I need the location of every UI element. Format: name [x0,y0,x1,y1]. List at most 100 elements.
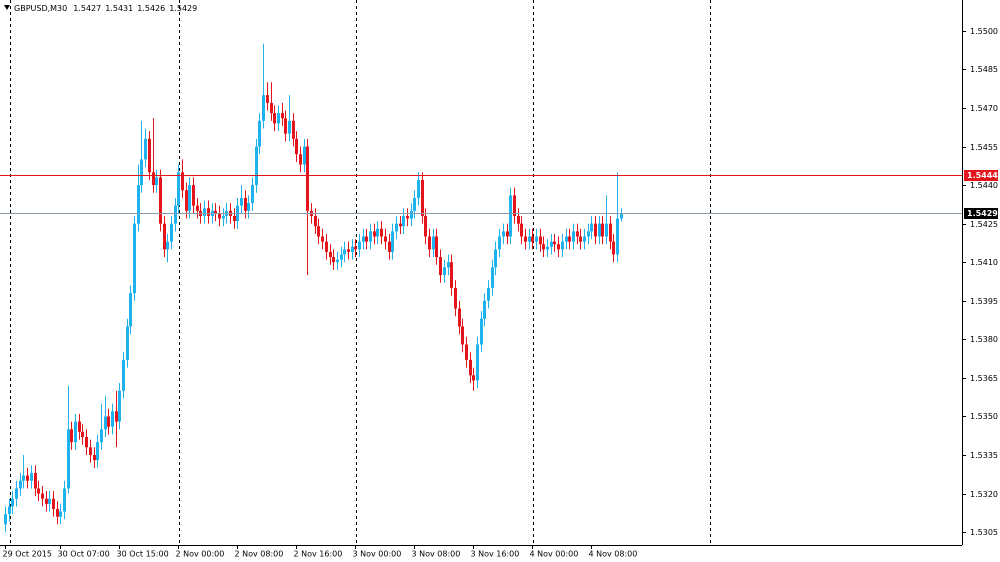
candle-body [306,146,309,211]
candle-body [174,205,177,224]
candle-body [520,223,523,237]
candle-body [598,223,601,237]
candle-body [421,179,424,216]
candle-body [417,179,420,198]
candle-body [480,318,483,345]
candle-body [111,411,114,427]
candle-body [89,447,92,456]
candle-body [476,344,479,381]
candle-body [22,475,25,481]
candle-body [185,190,188,211]
candle-body [362,236,365,242]
candle-body [188,185,191,211]
x-tick-label: 3 Nov 00:00 [353,550,402,559]
candle-body [11,498,14,507]
candle-body [63,488,66,512]
candle-body [177,172,180,206]
price-label-box [964,208,998,219]
candle-body [170,223,173,242]
candle-body [502,231,505,237]
candle-body [74,421,77,443]
candle-body [432,236,435,250]
candle-body [472,375,475,381]
candle-body [546,246,549,250]
x-tick-label: 2 Nov 16:00 [294,550,343,559]
candle-body [19,480,22,489]
candle-body [528,236,531,242]
candle-body [447,262,450,268]
y-tick-label: 1.5335 [970,451,998,460]
candle-body [443,267,446,276]
candle-body [233,215,236,222]
candle-body [601,223,604,237]
candle-body [376,228,379,237]
candle-body [576,231,579,237]
candle-body [380,228,383,237]
candle-body [181,172,184,191]
candle-body [78,421,81,432]
y-tick-label: 1.5395 [970,297,998,306]
y-tick-label: 1.5425 [970,220,998,229]
plot [0,43,962,533]
candle-body [240,197,243,206]
candle-body [4,514,7,525]
candle-body [465,344,468,360]
candle-body [612,241,615,255]
candle-body [166,241,169,250]
candle-body [281,113,284,119]
candle-body [428,236,431,250]
candle-body [458,308,461,327]
candle-body [413,197,416,211]
candle-body [41,493,44,499]
candle-body [317,226,320,237]
candle-body [553,241,556,245]
candle-body [406,215,409,219]
y-tick-label: 1.5485 [970,65,998,74]
candle-body [192,185,195,206]
candle-body [30,473,33,481]
y-tick-label: 1.5365 [970,374,998,383]
candle-body [203,208,206,216]
x-tick-label: 4 Nov 08:00 [589,550,638,559]
candle-body [439,257,442,276]
x-tick-label: 2 Nov 00:00 [176,550,225,559]
candle-body [365,236,368,242]
candle-body [288,120,291,134]
candle-body [93,455,96,461]
candle-body [284,118,287,134]
candle-body [609,223,612,242]
candle-body [48,498,51,504]
candle-body [498,236,501,250]
candle-body [273,113,276,124]
candle-body [369,231,372,242]
x-tick-label: 29 Oct 2015 [3,550,52,559]
candle-body [155,177,158,186]
candle-body [70,429,73,443]
candle-body [450,262,453,288]
candle-body [255,146,258,186]
candle-body [15,488,18,499]
candle-body [424,215,427,237]
candle-body [262,95,265,121]
dropdown-icon[interactable] [4,5,10,10]
candle-body [351,246,354,252]
candle-body [266,95,269,103]
x-tick-label: 30 Oct 15:00 [117,550,169,559]
candle-body [513,195,516,216]
candle-body [469,359,472,376]
candle-body [159,177,162,224]
symbol: GBPUSD,M30 [14,4,67,13]
candle-body [605,223,608,237]
candle-body [572,231,575,242]
y-tick-label: 1.5440 [970,181,998,190]
candle-body [140,159,143,186]
candle-body [568,236,571,242]
quote-low: 1.5426 [137,4,165,13]
candle-body [299,154,302,165]
candle-body [100,429,103,443]
candle-body [258,120,261,147]
candle-body [277,113,280,124]
candle-body [81,431,84,438]
candle-body [590,223,593,232]
candle-body [506,231,509,237]
